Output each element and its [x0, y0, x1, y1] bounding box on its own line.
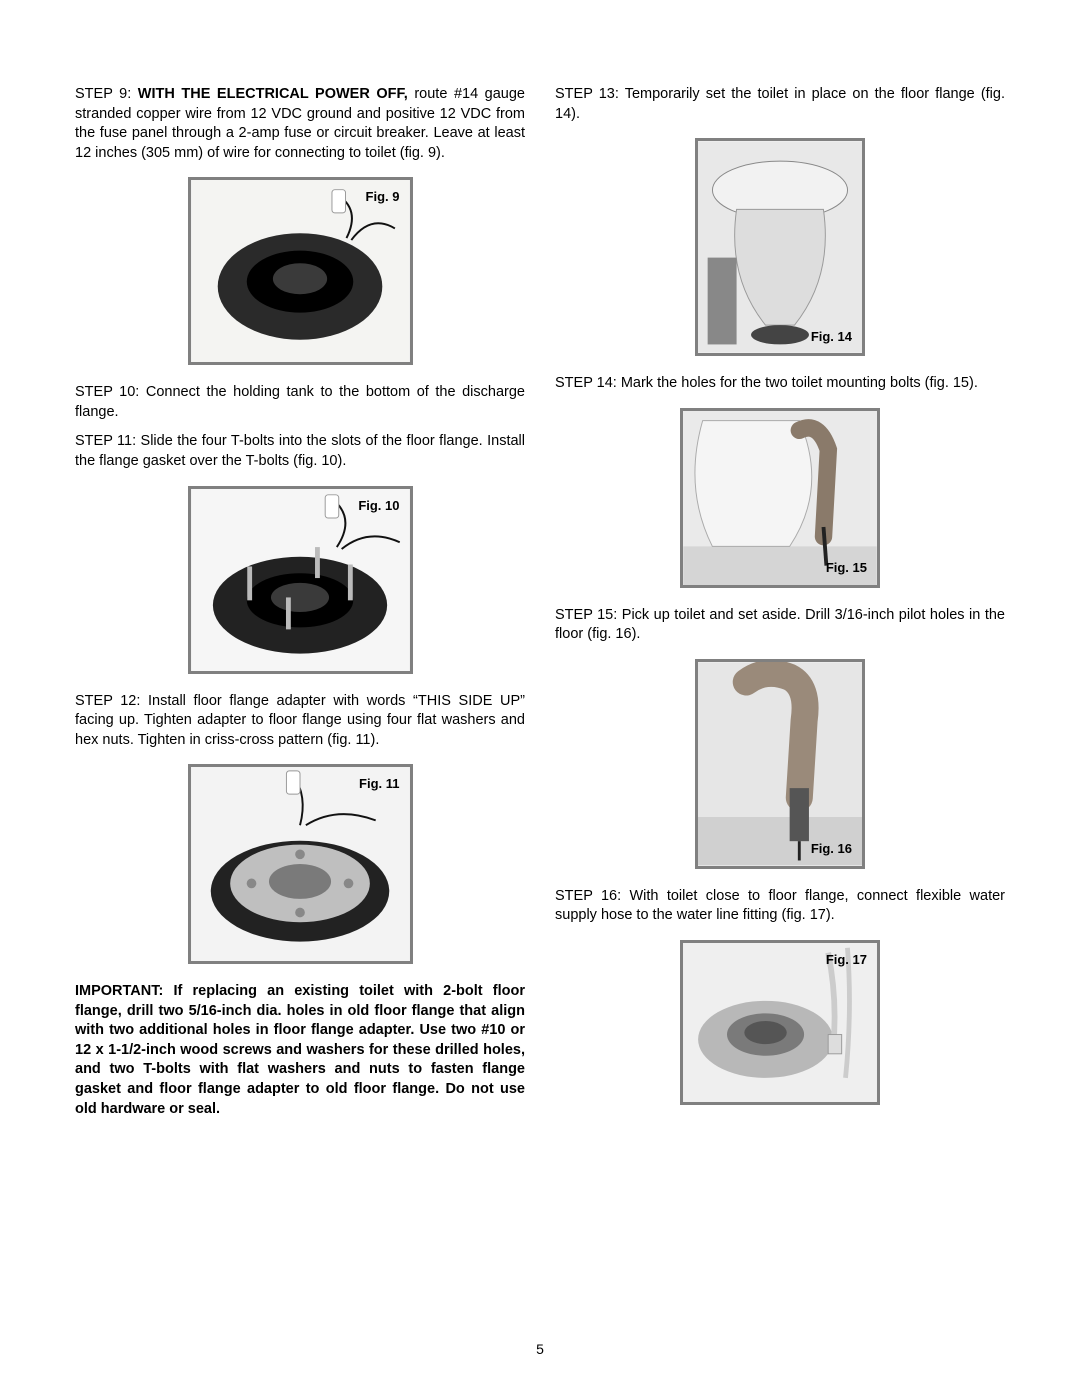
figure-9: Fig. 9	[188, 177, 413, 365]
figure-17-label: Fig. 17	[822, 949, 871, 971]
figure-16-label: Fig. 16	[807, 838, 856, 860]
figure-10-label: Fig. 10	[354, 495, 403, 517]
figure-16: Fig. 16	[695, 659, 865, 869]
left-column: STEP 9: WITH THE ELECTRICAL POWER OFF, r…	[75, 85, 525, 1123]
step-10: STEP 10: Connect the holding tank to the…	[75, 383, 525, 422]
figure-11-svg	[191, 767, 410, 961]
figure-16-image	[698, 662, 862, 866]
step-9-label: STEP 9:	[75, 86, 138, 102]
figure-9-label: Fig. 9	[362, 186, 404, 208]
step-9-bold: WITH THE ELECTRICAL POWER OFF,	[138, 86, 415, 102]
figure-16-wrap: Fig. 16	[555, 659, 1005, 869]
figure-17-wrap: Fig. 17	[555, 940, 1005, 1105]
page-number: 5	[0, 1340, 1080, 1359]
figure-14-wrap: Fig. 14	[555, 138, 1005, 356]
figure-10: Fig. 10	[188, 486, 413, 674]
figure-16-svg	[698, 662, 862, 866]
step-15: STEP 15: Pick up toilet and set aside. D…	[555, 606, 1005, 645]
figure-14-svg	[698, 141, 862, 353]
step-9: STEP 9: WITH THE ELECTRICAL POWER OFF, r…	[75, 85, 525, 163]
figure-15-label: Fig. 15	[822, 557, 871, 579]
figure-11: Fig. 11	[188, 764, 413, 964]
right-column: STEP 13: Temporarily set the toilet in p…	[555, 85, 1005, 1123]
figure-10-wrap: Fig. 10	[75, 486, 525, 674]
step-16: STEP 16: With toilet close to floor flan…	[555, 887, 1005, 926]
figure-11-label: Fig. 11	[355, 773, 403, 795]
page: STEP 9: WITH THE ELECTRICAL POWER OFF, r…	[0, 0, 1080, 1163]
step-12: STEP 12: Install floor flange adapter wi…	[75, 692, 525, 751]
figure-11-image	[191, 767, 410, 961]
figure-14-label: Fig. 14	[807, 326, 856, 348]
figure-11-wrap: Fig. 11	[75, 764, 525, 964]
figure-9-wrap: Fig. 9	[75, 177, 525, 365]
step-13: STEP 13: Temporarily set the toilet in p…	[555, 85, 1005, 124]
figure-15-wrap: Fig. 15	[555, 408, 1005, 588]
figure-14: Fig. 14	[695, 138, 865, 356]
figure-15: Fig. 15	[680, 408, 880, 588]
figure-14-image	[698, 141, 862, 353]
important-note: IMPORTANT: If replacing an existing toil…	[75, 982, 525, 1119]
figure-17: Fig. 17	[680, 940, 880, 1105]
step-14: STEP 14: Mark the holes for the two toil…	[555, 374, 1005, 394]
step-11: STEP 11: Slide the four T-bolts into the…	[75, 432, 525, 471]
